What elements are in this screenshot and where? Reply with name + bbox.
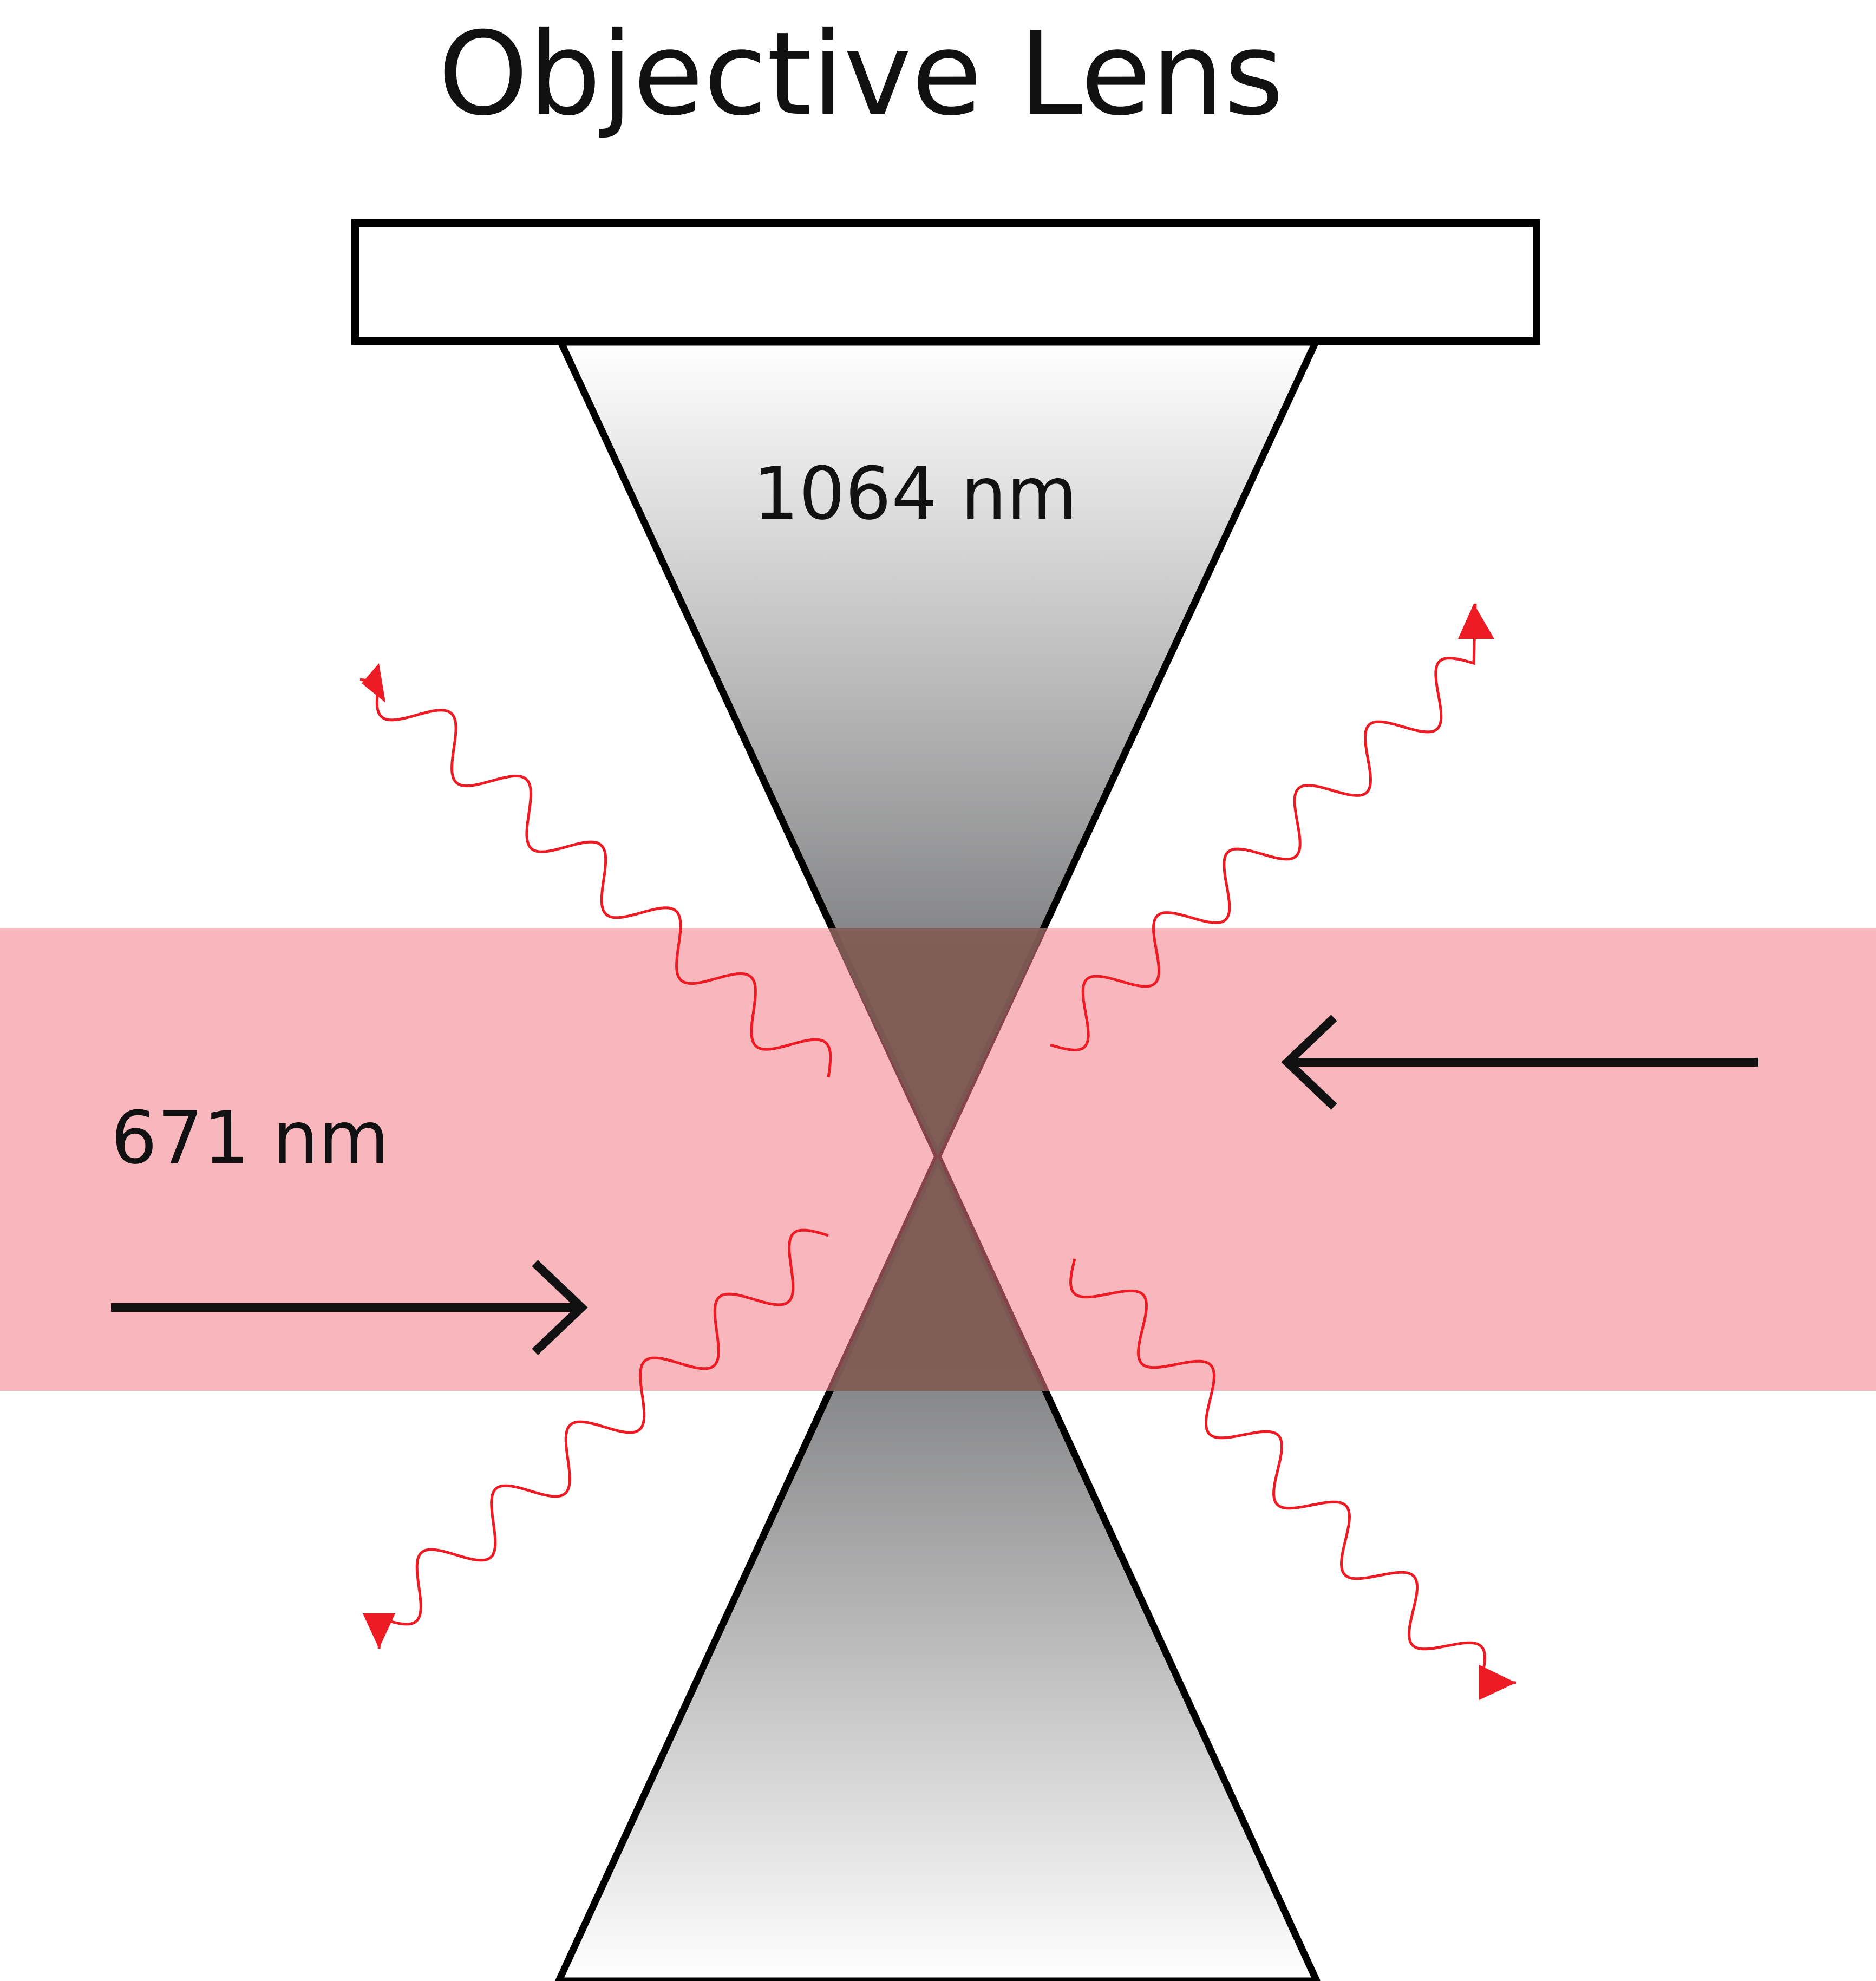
emission-lower-left-wave bbox=[377, 1228, 829, 1649]
beam-1064-lower-cone bbox=[555, 1153, 1321, 1981]
emission-lower-right-wave bbox=[1069, 1258, 1517, 1684]
emission-lower-right-arrowhead-icon bbox=[1479, 1665, 1516, 1700]
beam-1064-upper-cone bbox=[557, 338, 1319, 1160]
beam-overlap-region bbox=[828, 928, 1046, 1391]
emission-upper-right-wave bbox=[1050, 603, 1477, 1051]
emission-upper-left-arrowhead-icon bbox=[362, 663, 385, 703]
arrow-right-icon bbox=[111, 1260, 588, 1355]
scattered-emissions bbox=[359, 603, 1517, 1700]
beam-1064-label: 1064 nm bbox=[753, 452, 1077, 536]
beam-671-label: 671 nm bbox=[111, 1096, 389, 1180]
title: Objective Lens bbox=[438, 7, 1284, 141]
arrow-left-icon bbox=[1281, 1015, 1758, 1110]
emission-upper-right-arrowhead-icon bbox=[1458, 604, 1494, 639]
emission-lower-left-arrowhead-icon bbox=[363, 1613, 395, 1649]
emission-upper-left-wave bbox=[359, 678, 832, 1078]
objective-lens bbox=[351, 219, 1540, 345]
